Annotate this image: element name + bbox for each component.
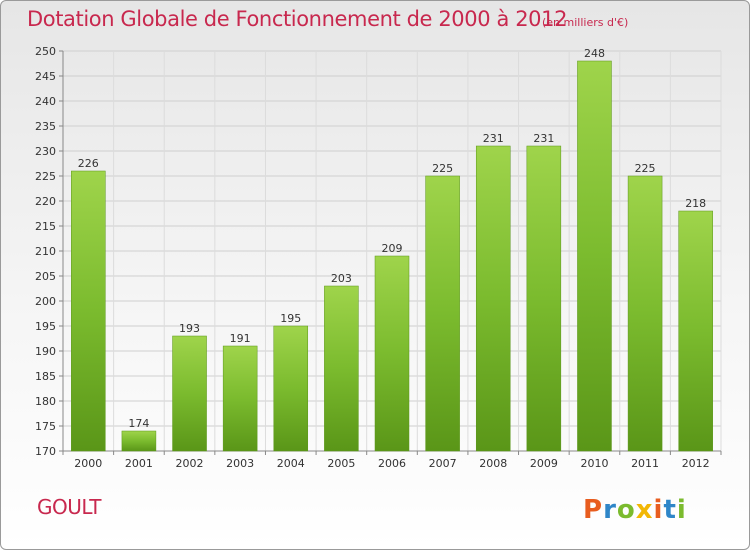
bar-value-label: 203 xyxy=(331,272,352,285)
bar-2000 xyxy=(71,170,106,452)
x-tick-label: 2008 xyxy=(479,457,507,470)
y-tick-label: 200 xyxy=(35,295,56,308)
bar-value-label: 225 xyxy=(635,162,656,175)
y-tick-label: 190 xyxy=(35,345,56,358)
bar-value-label: 174 xyxy=(128,417,149,430)
bar-value-label: 248 xyxy=(584,47,605,60)
x-tick-label: 2011 xyxy=(631,457,659,470)
labels: 170 175 180 185 190 195 200 205 210 215 220 225 230 2… xyxy=(35,45,710,470)
bar-value-label: 226 xyxy=(78,157,99,170)
y-tick-label: 225 xyxy=(35,170,56,183)
x-tick-label: 2002 xyxy=(176,457,204,470)
y-tick-label: 175 xyxy=(35,420,56,433)
bar-value-label: 231 xyxy=(483,132,504,145)
bar-value-label: 231 xyxy=(533,132,554,145)
svg-text:Proxiti: Proxiti xyxy=(583,495,687,525)
bar-2002 xyxy=(172,335,207,452)
bar-value-label: 225 xyxy=(432,162,453,175)
y-tick-label: 230 xyxy=(35,145,56,158)
bar-2011 xyxy=(627,175,663,452)
bar-2010 xyxy=(577,60,612,452)
y-tick-label: 220 xyxy=(35,195,56,208)
commune-name: GOULT xyxy=(37,495,101,519)
x-tick-label: 2012 xyxy=(682,457,710,470)
bar-2012 xyxy=(678,210,713,452)
bar-2006 xyxy=(374,255,410,452)
bar-value-label: 191 xyxy=(230,332,251,345)
bar-2003 xyxy=(222,345,258,452)
proxiti-logo[interactable]: Proxiti xyxy=(581,488,711,528)
y-tick-label: 235 xyxy=(35,120,56,133)
y-tick-label: 205 xyxy=(35,270,56,283)
y-tick-label: 250 xyxy=(35,45,56,58)
bar-value-label: 218 xyxy=(685,197,706,210)
x-tick-label: 2004 xyxy=(277,457,305,470)
y-tick-label: 170 xyxy=(35,445,56,458)
x-tick-label: 2010 xyxy=(580,457,608,470)
bar-value-label: 209 xyxy=(382,242,403,255)
y-tick-label: 210 xyxy=(35,245,56,258)
bar-2004 xyxy=(273,325,309,452)
y-tick-label: 215 xyxy=(35,220,56,233)
bars xyxy=(71,60,713,452)
y-tick-label: 240 xyxy=(35,95,56,108)
chart-unit-note: (en milliers d'€) xyxy=(542,16,629,29)
bar-value-label: 193 xyxy=(179,322,200,335)
bar-2008 xyxy=(475,145,511,452)
y-tick-label: 185 xyxy=(35,370,56,383)
bar-value-label: 195 xyxy=(280,312,301,325)
y-tick-label: 180 xyxy=(35,395,56,408)
bar-2005 xyxy=(324,285,359,452)
x-tick-label: 2005 xyxy=(327,457,355,470)
x-tick-label: 2003 xyxy=(226,457,254,470)
y-tick-label: 245 xyxy=(35,70,56,83)
x-tick-label: 2000 xyxy=(74,457,102,470)
bar-2007 xyxy=(425,175,460,452)
x-tick-label: 2006 xyxy=(378,457,406,470)
x-tick-label: 2007 xyxy=(429,457,457,470)
bar-2009 xyxy=(526,145,562,452)
x-tick-label: 2009 xyxy=(530,457,558,470)
chart-title: Dotation Globale de Fonctionnement de 20… xyxy=(27,7,568,31)
x-tick-label: 2001 xyxy=(125,457,153,470)
bar-2001 xyxy=(121,430,157,452)
y-tick-label: 195 xyxy=(35,320,56,333)
